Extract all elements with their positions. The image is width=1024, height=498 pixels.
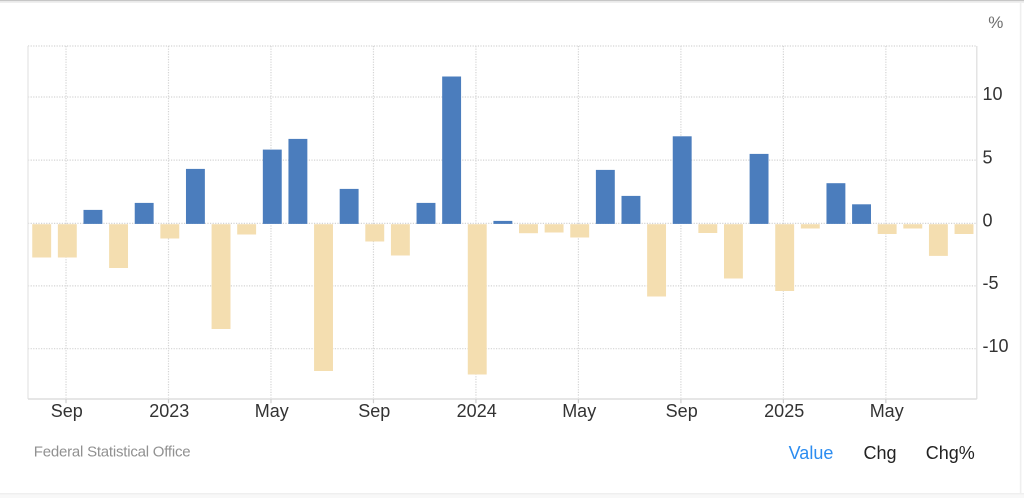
svg-text:10: 10 — [983, 84, 1003, 104]
svg-text:Sep: Sep — [358, 401, 390, 421]
svg-text:Chg: Chg — [863, 443, 896, 463]
svg-text:May: May — [255, 401, 289, 421]
svg-text:2024: 2024 — [457, 401, 497, 421]
svg-text:5: 5 — [983, 147, 993, 167]
svg-text:0: 0 — [983, 211, 993, 231]
svg-text:2025: 2025 — [764, 401, 804, 421]
svg-text:May: May — [870, 401, 904, 421]
svg-text:Chg%: Chg% — [926, 443, 975, 463]
svg-text:Value: Value — [789, 443, 834, 463]
svg-text:-10: -10 — [983, 336, 1009, 356]
svg-text:2023: 2023 — [149, 401, 189, 421]
svg-text:Sep: Sep — [51, 401, 83, 421]
svg-text:Sep: Sep — [666, 401, 698, 421]
svg-text:May: May — [562, 401, 596, 421]
svg-text:%: % — [988, 13, 1003, 32]
svg-text:-5: -5 — [983, 273, 999, 293]
svg-text:Federal Statistical Office: Federal Statistical Office — [34, 444, 191, 461]
